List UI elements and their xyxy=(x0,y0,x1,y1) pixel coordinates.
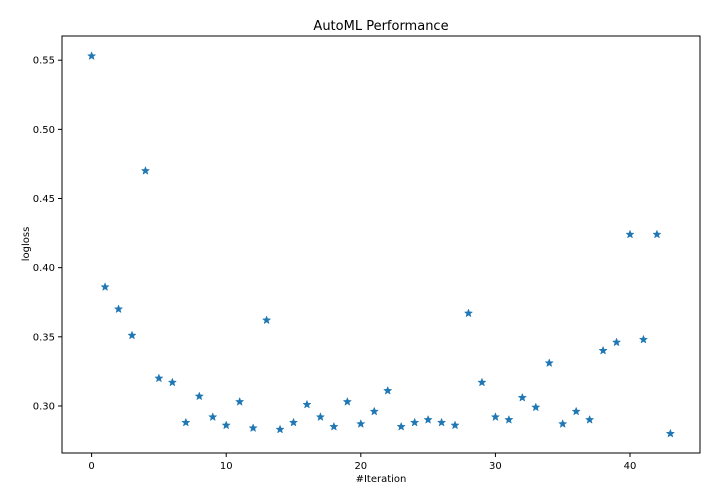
data-point xyxy=(396,421,406,431)
data-point xyxy=(275,424,285,434)
data-point xyxy=(423,414,433,424)
data-point xyxy=(221,420,231,430)
chart-title: AutoML Performance xyxy=(313,19,448,34)
data-point xyxy=(235,396,245,406)
x-tick-label: 20 xyxy=(354,461,367,472)
data-point xyxy=(86,51,97,61)
data-point xyxy=(356,419,366,428)
data-point xyxy=(194,391,204,401)
x-axis-ticks: 0 10 20 30 40 xyxy=(88,453,636,472)
y-axis-label: logloss xyxy=(21,227,32,262)
data-point xyxy=(315,412,326,422)
data-point xyxy=(288,417,299,427)
data-point xyxy=(248,423,258,433)
data-point xyxy=(558,419,568,428)
data-point xyxy=(140,165,151,175)
x-tick-label: 30 xyxy=(489,461,502,472)
data-point xyxy=(436,417,447,427)
data-point xyxy=(369,406,379,416)
y-tick-label: 0.50 xyxy=(33,125,55,136)
data-point xyxy=(342,396,353,406)
data-point xyxy=(329,421,339,431)
data-point xyxy=(154,373,164,383)
data-point xyxy=(261,315,272,325)
data-point xyxy=(167,377,178,387)
x-tick-label: 0 xyxy=(88,461,94,472)
y-tick-label: 0.40 xyxy=(33,263,55,274)
data-point xyxy=(208,412,218,422)
y-tick-label: 0.45 xyxy=(33,194,55,205)
data-point xyxy=(625,229,635,239)
data-point xyxy=(504,414,514,424)
data-point xyxy=(127,330,137,340)
x-tick-label: 10 xyxy=(220,461,233,472)
data-point xyxy=(544,358,554,368)
data-points xyxy=(86,51,676,438)
data-point xyxy=(490,412,501,422)
data-point xyxy=(383,385,393,395)
plot-area-frame xyxy=(61,35,701,454)
data-point xyxy=(665,428,676,438)
data-point xyxy=(584,414,595,424)
data-point xyxy=(100,282,110,291)
data-point xyxy=(463,308,474,318)
data-point xyxy=(531,402,541,412)
data-point xyxy=(113,304,124,314)
data-point xyxy=(450,420,460,430)
data-point xyxy=(302,399,312,409)
data-point xyxy=(652,229,662,239)
x-tick-label: 40 xyxy=(624,461,637,472)
y-tick-label: 0.35 xyxy=(33,332,55,343)
y-tick-label: 0.55 xyxy=(33,56,55,67)
data-point xyxy=(598,345,608,355)
data-point xyxy=(181,417,191,427)
data-point xyxy=(571,406,581,416)
y-tick-label: 0.30 xyxy=(33,401,55,412)
x-axis-label: #Iteration xyxy=(356,474,407,485)
y-axis-ticks: 0.30 0.35 0.40 0.45 0.50 0.55 xyxy=(33,56,62,412)
data-point xyxy=(611,337,622,347)
data-point xyxy=(477,377,487,387)
data-point xyxy=(409,417,420,427)
data-point xyxy=(638,334,649,344)
data-point xyxy=(517,392,527,402)
